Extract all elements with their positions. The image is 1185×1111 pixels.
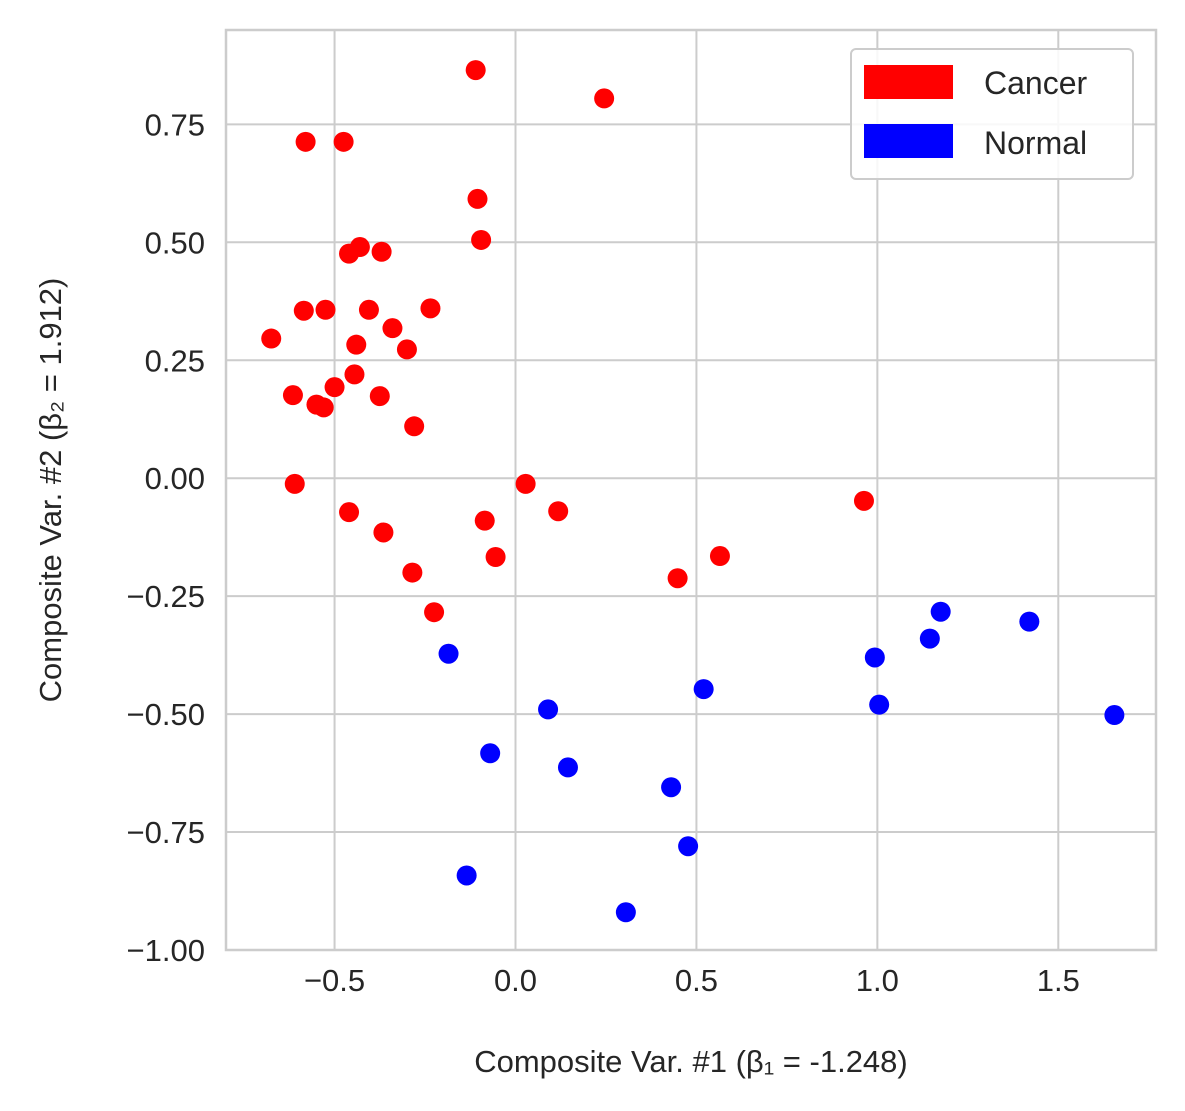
x-tick-label: 0.5 <box>675 963 718 998</box>
data-point-normal <box>693 679 714 700</box>
data-point-cancer <box>313 397 334 418</box>
data-point-normal <box>480 743 501 764</box>
data-point-normal <box>615 902 636 923</box>
x-axis-label: Composite Var. #1 (β₁ = -1.248) <box>474 1044 908 1079</box>
y-tick-label: −0.50 <box>127 697 205 732</box>
y-axis-label: Composite Var. #2 (β₂ = 1.912) <box>33 278 68 703</box>
legend-label-normal: Normal <box>984 125 1087 161</box>
data-point-cancer <box>284 473 305 494</box>
data-point-cancer <box>358 299 379 320</box>
data-point-normal <box>1104 705 1125 726</box>
data-point-cancer <box>333 131 354 152</box>
x-tick-label: 0.0 <box>494 963 537 998</box>
x-tick-label: −0.5 <box>304 963 365 998</box>
data-point-normal <box>1019 611 1040 632</box>
data-point-cancer <box>369 386 390 407</box>
data-point-cancer <box>853 490 874 511</box>
legend-label-cancer: Cancer <box>984 65 1088 101</box>
data-point-cancer <box>420 298 441 319</box>
data-point-cancer <box>467 188 488 209</box>
data-point-cancer <box>382 318 403 339</box>
data-point-cancer <box>293 300 314 321</box>
x-tick-label: 1.5 <box>1037 963 1080 998</box>
data-point-cancer <box>402 562 423 583</box>
y-tick-label: 0.50 <box>145 225 205 260</box>
data-point-cancer <box>346 334 367 355</box>
data-point-cancer <box>485 546 506 567</box>
legend: Cancer Normal <box>850 48 1134 180</box>
data-point-cancer <box>339 502 360 523</box>
data-point-normal <box>869 694 890 715</box>
data-point-cancer <box>667 568 688 589</box>
data-point-cancer <box>424 602 445 623</box>
y-tick-label: 0.25 <box>145 343 205 378</box>
legend-swatch-normal <box>864 124 953 158</box>
y-tick-label: −1.00 <box>127 933 205 968</box>
data-point-normal <box>864 647 885 668</box>
data-point-cancer <box>465 60 486 81</box>
data-points <box>261 60 1125 923</box>
data-point-cancer <box>396 339 417 360</box>
data-point-normal <box>661 777 682 798</box>
data-point-cancer <box>315 299 336 320</box>
data-point-cancer <box>295 131 316 152</box>
data-point-cancer <box>474 510 495 531</box>
data-point-normal <box>930 601 951 622</box>
y-tick-label: 0.75 <box>145 107 205 142</box>
data-point-cancer <box>709 546 730 567</box>
data-point-cancer <box>404 416 425 437</box>
data-point-cancer <box>548 501 569 522</box>
y-tick-label: 0.00 <box>145 461 205 496</box>
y-tick-label: −0.25 <box>127 579 205 614</box>
data-point-cancer <box>261 328 282 349</box>
data-point-cancer <box>282 385 303 406</box>
data-point-normal <box>456 865 477 886</box>
data-point-cancer <box>594 88 615 109</box>
data-point-normal <box>438 643 459 664</box>
y-tick-labels: −1.00 −0.75 −0.50 −0.25 0.00 0.25 0.50 0.75 <box>127 107 205 968</box>
data-point-cancer <box>324 377 345 398</box>
data-point-cancer <box>344 364 365 385</box>
x-tick-labels: −0.5 0.0 0.5 1.0 1.5 <box>304 963 1080 998</box>
data-point-cancer <box>471 229 492 250</box>
x-tick-label: 1.0 <box>856 963 899 998</box>
legend-swatch-cancer <box>864 65 953 99</box>
plot-frame <box>224 28 1158 952</box>
data-point-normal <box>538 699 559 720</box>
data-point-normal <box>678 836 699 857</box>
data-point-normal <box>919 628 940 649</box>
data-point-cancer <box>371 241 392 262</box>
y-tick-label: −0.75 <box>127 815 205 850</box>
data-point-cancer <box>373 522 394 543</box>
data-point-cancer <box>515 473 536 494</box>
data-point-cancer <box>339 243 360 264</box>
data-point-normal <box>557 757 578 778</box>
